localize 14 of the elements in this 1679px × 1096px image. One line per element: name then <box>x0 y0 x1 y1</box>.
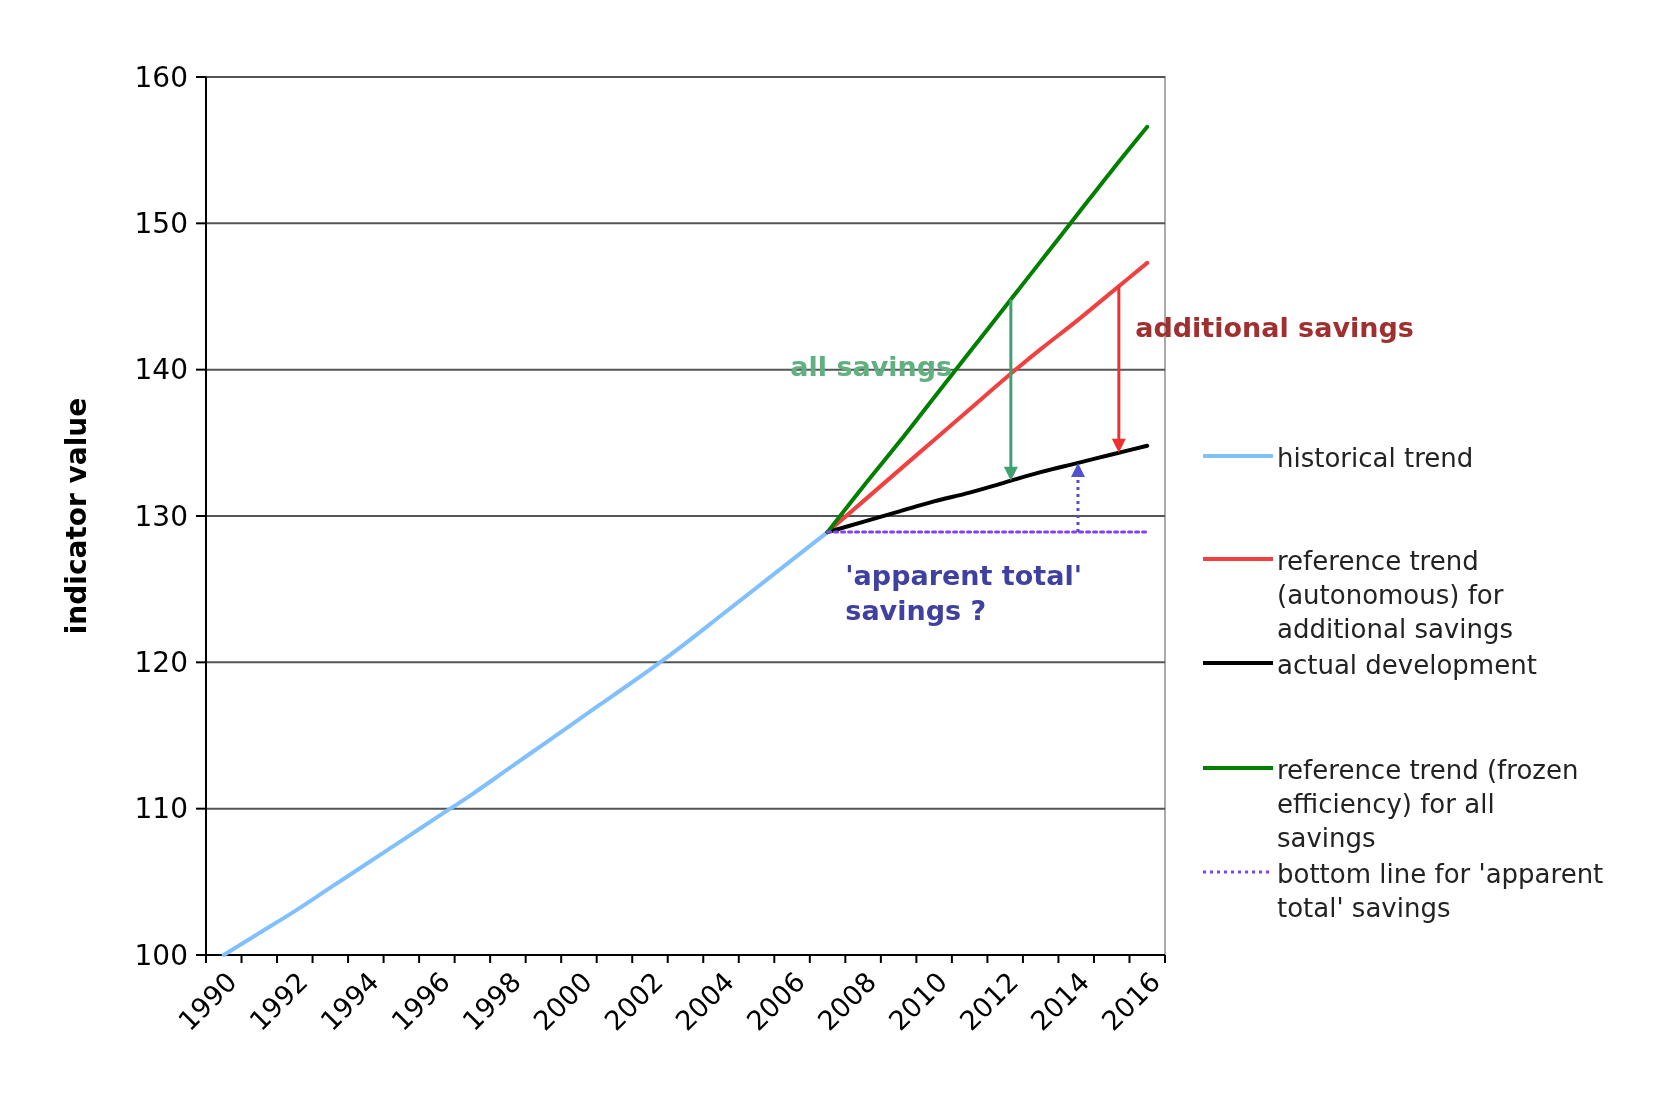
y-tick-label: 140 <box>134 353 188 387</box>
y-tick-label: 100 <box>134 938 188 972</box>
annotation: 'apparent total' savings ? <box>845 559 1082 626</box>
legend-label: actual development <box>1277 650 1537 681</box>
y-tick-label: 120 <box>134 646 188 680</box>
annotation: additional savings <box>1135 312 1414 344</box>
legend-label: bottom line for 'apparent total' savings <box>1277 859 1604 923</box>
y-tick-label: 160 <box>134 60 188 94</box>
legend-label: historical trend <box>1277 443 1474 474</box>
y-tick-label: 130 <box>134 499 188 533</box>
line-series <box>221 530 830 957</box>
y-tick-label: 150 <box>134 207 188 241</box>
y-tick-label: 110 <box>134 792 188 826</box>
y-axis-title: indicator value <box>60 397 93 635</box>
